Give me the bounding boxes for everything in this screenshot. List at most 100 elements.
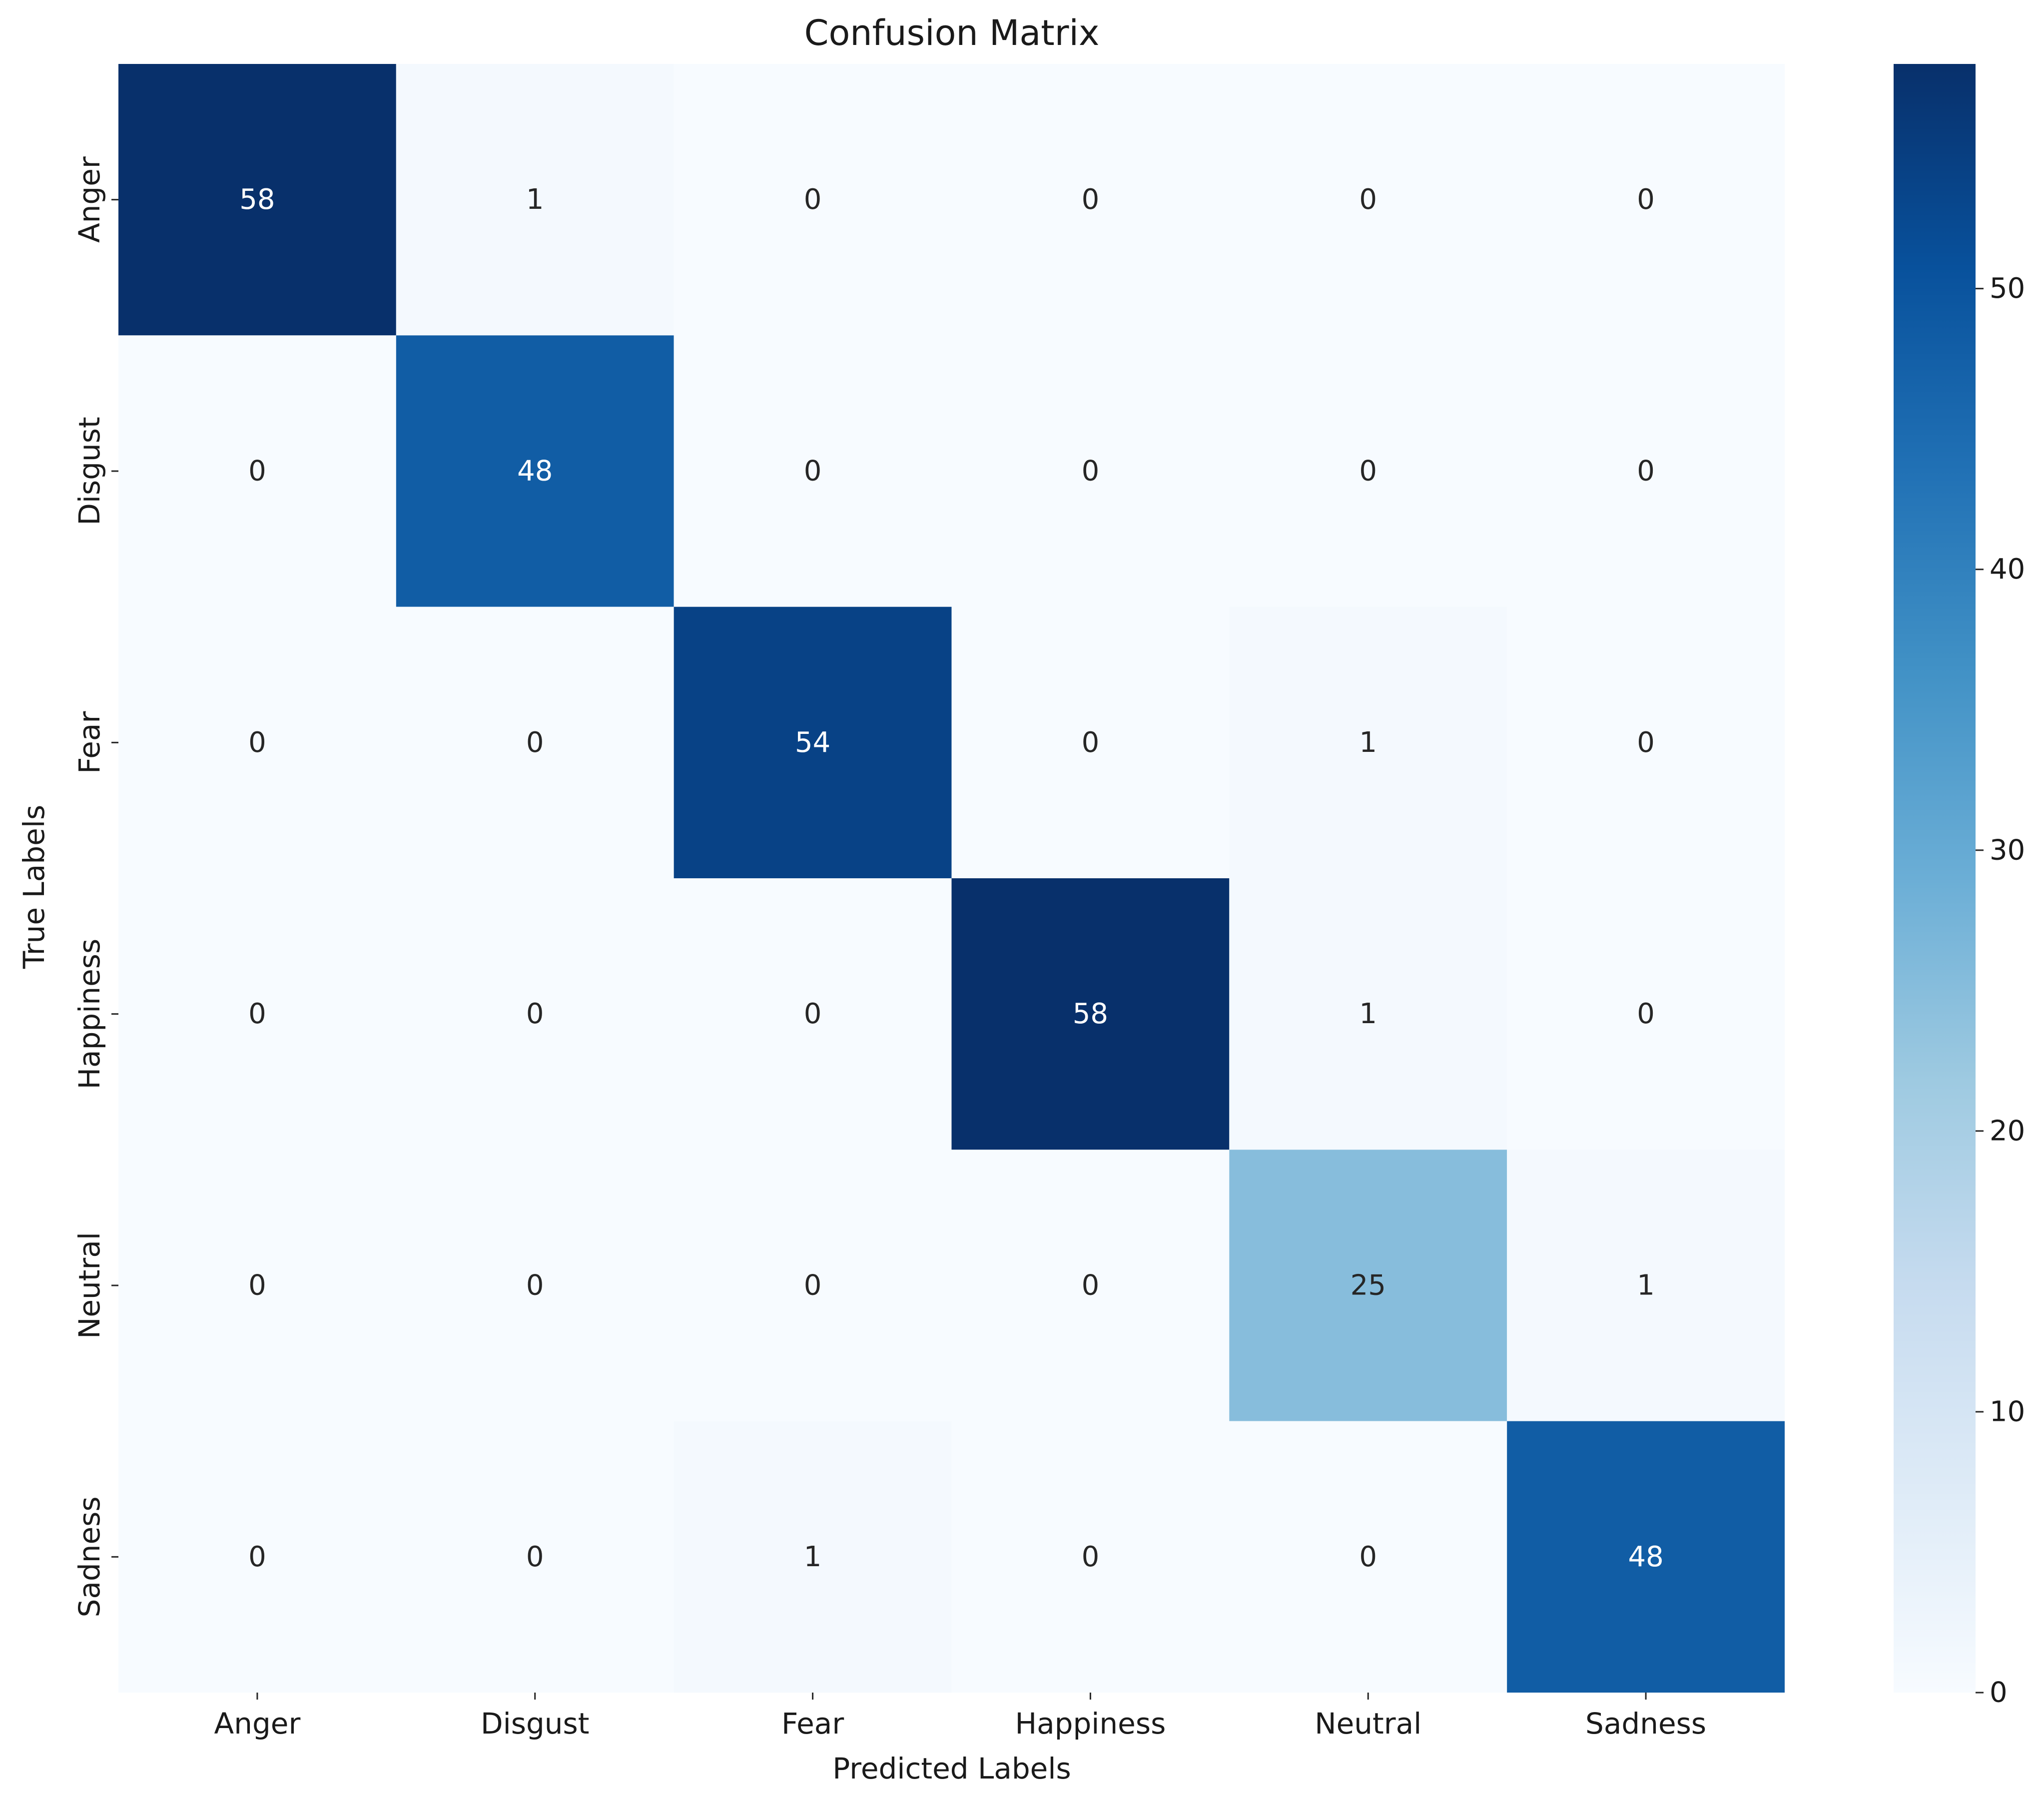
cell-value-label: 1 xyxy=(1359,726,1377,759)
y-tick-label-sadness: Sadness xyxy=(72,1496,106,1617)
cell-value-label: 0 xyxy=(526,1269,544,1302)
cell-neutral-fear xyxy=(674,1150,952,1421)
cell-neutral-happiness xyxy=(951,1150,1230,1421)
cell-disgust-happiness xyxy=(951,335,1230,607)
cell-value-label: 48 xyxy=(517,455,553,488)
cell-value-label: 58 xyxy=(239,183,275,216)
cell-happiness-happiness xyxy=(951,878,1230,1150)
cell-sadness-fear xyxy=(674,1421,952,1693)
cell-value-label: 0 xyxy=(1637,998,1655,1030)
cell-value-label: 0 xyxy=(526,726,544,759)
cell-value-label: 1 xyxy=(804,1541,822,1573)
cell-value-label: 0 xyxy=(248,1269,266,1302)
cell-value-label: 0 xyxy=(1359,183,1377,216)
cell-anger-disgust xyxy=(396,64,674,336)
cell-anger-neutral xyxy=(1229,64,1507,336)
cell-anger-anger xyxy=(118,64,396,336)
cell-value-label: 1 xyxy=(1637,1269,1655,1302)
cell-value-label: 0 xyxy=(804,183,822,216)
x-tick-label-anger: Anger xyxy=(214,1707,301,1741)
cell-disgust-fear xyxy=(674,335,952,607)
cell-happiness-fear xyxy=(674,878,952,1150)
colorbar xyxy=(1894,64,1976,1693)
cell-value-label: 0 xyxy=(1637,726,1655,759)
cell-value-label: 1 xyxy=(526,183,544,216)
cell-value-label: 48 xyxy=(1628,1541,1663,1573)
cell-value-label: 25 xyxy=(1351,1269,1386,1302)
cell-fear-fear xyxy=(674,606,952,878)
cell-value-label: 0 xyxy=(526,998,544,1030)
colorbar-ticks: 0 10 20 30 40 50 xyxy=(1976,272,2025,1709)
cell-fear-sadness xyxy=(1507,606,1785,878)
cell-value-label: 0 xyxy=(248,455,266,488)
cell-value-label: 0 xyxy=(1359,455,1377,488)
colorbar-tick-label: 0 xyxy=(1990,1677,2008,1709)
cell-value-label: 0 xyxy=(1637,455,1655,488)
cell-value-label: 0 xyxy=(804,455,822,488)
x-tick-label-neutral: Neutral xyxy=(1315,1707,1421,1741)
cell-sadness-happiness xyxy=(951,1421,1230,1693)
cell-disgust-sadness xyxy=(1507,335,1785,607)
heatmap-cell-labels: 58 1 0 0 0 0 0 48 0 0 0 0 0 0 54 0 1 0 0 0 0 58 1 0 0 0 0 0 25 1 0 0 1 0 0… xyxy=(239,183,1663,1573)
y-axis-ticks: Anger Disgust Fear Happiness Neutral Sadness xyxy=(72,156,118,1617)
colorbar-tick-label: 30 xyxy=(1990,834,2025,866)
cell-disgust-disgust xyxy=(396,335,674,607)
cell-value-label: 0 xyxy=(804,998,822,1030)
x-tick-label-sadness: Sadness xyxy=(1585,1707,1706,1741)
cell-value-label: 0 xyxy=(526,1541,544,1573)
colorbar-tick-label: 10 xyxy=(1990,1395,2025,1428)
x-tick-label-happiness: Happiness xyxy=(1015,1707,1166,1741)
colorbar-tick-label: 20 xyxy=(1990,1115,2025,1147)
cell-happiness-sadness xyxy=(1507,878,1785,1150)
cell-value-label: 58 xyxy=(1073,998,1108,1030)
cell-value-label: 0 xyxy=(248,1541,266,1573)
cell-sadness-disgust xyxy=(396,1421,674,1693)
cell-value-label: 0 xyxy=(1082,455,1100,488)
cell-anger-fear xyxy=(674,64,952,336)
colorbar-tick-label: 50 xyxy=(1990,272,2025,305)
cell-sadness-sadness xyxy=(1507,1421,1785,1693)
y-axis-label: True Labels xyxy=(17,805,51,969)
cell-happiness-neutral xyxy=(1229,878,1507,1150)
cell-value-label: 54 xyxy=(795,726,830,759)
x-tick-label-fear: Fear xyxy=(781,1707,844,1741)
cell-sadness-anger xyxy=(118,1421,396,1693)
chart-title: Confusion Matrix xyxy=(804,12,1100,53)
cell-fear-happiness xyxy=(951,606,1230,878)
cell-neutral-sadness xyxy=(1507,1150,1785,1421)
y-tick-label-disgust: Disgust xyxy=(72,417,106,526)
cell-value-label: 0 xyxy=(1082,183,1100,216)
cell-value-label: 0 xyxy=(804,1269,822,1302)
y-tick-label-neutral: Neutral xyxy=(72,1232,106,1339)
cell-neutral-anger xyxy=(118,1150,396,1421)
cell-anger-happiness xyxy=(951,64,1230,336)
cell-fear-neutral xyxy=(1229,606,1507,878)
x-axis-ticks: Anger Disgust Fear Happiness Neutral Sadness xyxy=(214,1693,1706,1741)
cell-disgust-anger xyxy=(118,335,396,607)
cell-fear-anger xyxy=(118,606,396,878)
cell-value-label: 0 xyxy=(1637,183,1655,216)
cell-neutral-neutral xyxy=(1229,1150,1507,1421)
cell-happiness-anger xyxy=(118,878,396,1150)
cell-value-label: 0 xyxy=(1359,1541,1377,1573)
x-tick-label-disgust: Disgust xyxy=(481,1707,590,1741)
heatmap-cells xyxy=(118,64,1785,1693)
y-tick-label-anger: Anger xyxy=(72,156,106,243)
cell-value-label: 0 xyxy=(1082,726,1100,759)
cell-sadness-neutral xyxy=(1229,1421,1507,1693)
cell-value-label: 0 xyxy=(1082,1541,1100,1573)
cell-value-label: 0 xyxy=(248,726,266,759)
y-tick-label-fear: Fear xyxy=(72,711,106,774)
cell-neutral-disgust xyxy=(396,1150,674,1421)
cell-happiness-disgust xyxy=(396,878,674,1150)
colorbar-tick-label: 40 xyxy=(1990,553,2025,586)
cell-fear-disgust xyxy=(396,606,674,878)
cell-anger-sadness xyxy=(1507,64,1785,336)
cell-value-label: 1 xyxy=(1359,998,1377,1030)
cell-disgust-neutral xyxy=(1229,335,1507,607)
cell-value-label: 0 xyxy=(1082,1269,1100,1302)
y-tick-label-happiness: Happiness xyxy=(72,939,106,1090)
x-axis-label: Predicted Labels xyxy=(832,1752,1071,1786)
cell-value-label: 0 xyxy=(248,998,266,1030)
